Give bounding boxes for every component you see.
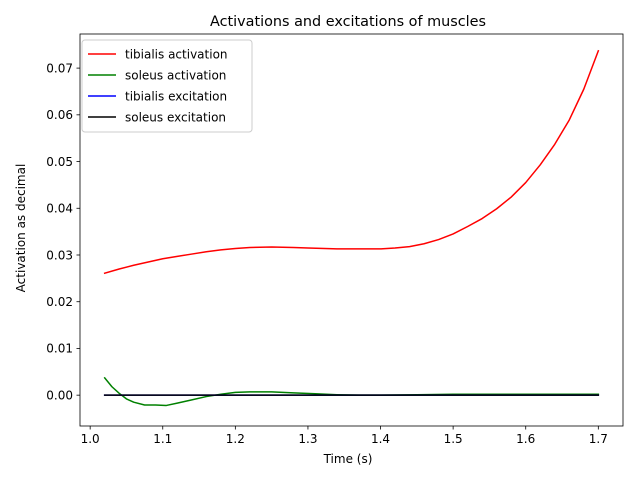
x-tick-label: 1.3 bbox=[298, 432, 317, 446]
x-axis-label: Time (s) bbox=[323, 452, 373, 466]
x-tick-label: 1.7 bbox=[589, 432, 608, 446]
plot-frame bbox=[79, 33, 624, 427]
y-axis-label: Activation as decimal bbox=[14, 164, 28, 293]
y-tick-label: 0.04 bbox=[46, 202, 73, 216]
x-tick-label: 1.0 bbox=[81, 432, 100, 446]
y-tick-label: 0.06 bbox=[46, 108, 73, 122]
plot-area: 1.0 1.1 1.2 1.3 1.4 1.5 1.6 1.7 0.00 0.01 0.02 0.03… bbox=[46, 33, 624, 446]
legend-label: tibialis excitation bbox=[125, 89, 227, 103]
x-tick-label: 1.4 bbox=[371, 432, 390, 446]
x-tick-label: 1.2 bbox=[226, 432, 245, 446]
x-tick-label: 1.5 bbox=[444, 432, 463, 446]
legend-label: soleus activation bbox=[125, 68, 226, 82]
legend-box bbox=[81, 39, 253, 133]
legend: tibialis activation soleus activation tibi… bbox=[81, 39, 253, 133]
y-tick-label: 0.05 bbox=[46, 155, 73, 169]
y-tick-label: 0.07 bbox=[46, 61, 73, 75]
y-tick-label: 0.01 bbox=[46, 342, 73, 356]
legend-label: soleus excitation bbox=[125, 110, 226, 124]
series-line-1 bbox=[103, 49, 600, 275]
chart-title: Activations and excitations of muscles bbox=[210, 14, 486, 30]
x-tick-label: 1.1 bbox=[153, 432, 172, 446]
series-line-2 bbox=[103, 376, 600, 407]
y-tick-label: 0.03 bbox=[46, 248, 73, 262]
x-tick-label: 1.6 bbox=[516, 432, 535, 446]
y-tick-label: 0.02 bbox=[46, 295, 73, 309]
legend-label: tibialis activation bbox=[125, 47, 228, 61]
y-tick-label: 0.00 bbox=[46, 388, 73, 402]
